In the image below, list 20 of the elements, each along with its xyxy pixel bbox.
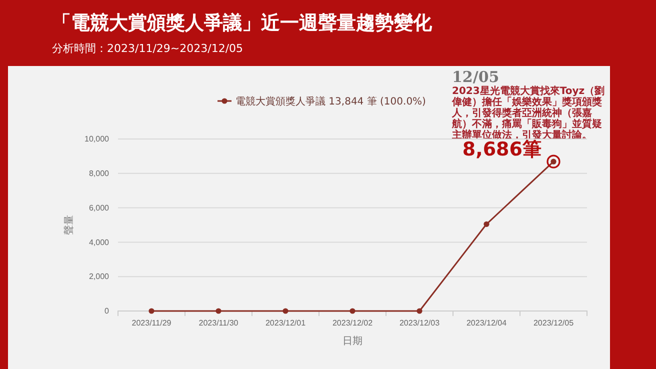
x-axis-title: 日期 bbox=[342, 335, 362, 347]
x-tick-label: 2023/12/02 bbox=[332, 318, 374, 328]
x-tick-label: 2023/11/30 bbox=[198, 318, 239, 328]
y-tick-label: 10,000 bbox=[84, 134, 110, 144]
x-tick-label: 2023/11/29 bbox=[132, 318, 172, 328]
y-tick-label: 4,000 bbox=[88, 238, 110, 247]
y-tick-label: 6,000 bbox=[88, 203, 110, 212]
y-axis-title: 聲量 bbox=[63, 215, 75, 235]
y-tick-label: 8,000 bbox=[88, 168, 110, 178]
chart-subtitle: 分析時間：2023/11/29~2023/12/05 bbox=[52, 41, 244, 56]
text: 12/05 bbox=[452, 68, 500, 86]
x-tick-label: 2023/12/04 bbox=[466, 318, 508, 328]
annotation: 8,686筆 bbox=[462, 138, 542, 161]
y-tick-label: 0 bbox=[104, 306, 110, 316]
x-tick-label: 2023/12/03 bbox=[399, 318, 440, 328]
x-tick-label: 2023/12/05 bbox=[533, 318, 574, 328]
x-tick-label: 2023/12/01 bbox=[265, 318, 306, 328]
y-tick-label: 2,000 bbox=[88, 272, 110, 282]
chart-title: 「電競大賞頒獎人爭議」近一週聲量趨勢變化 bbox=[52, 11, 432, 36]
legend-label: 電競大賞頒獎人爭議 13,844 筆 (100.0%) bbox=[236, 96, 426, 108]
